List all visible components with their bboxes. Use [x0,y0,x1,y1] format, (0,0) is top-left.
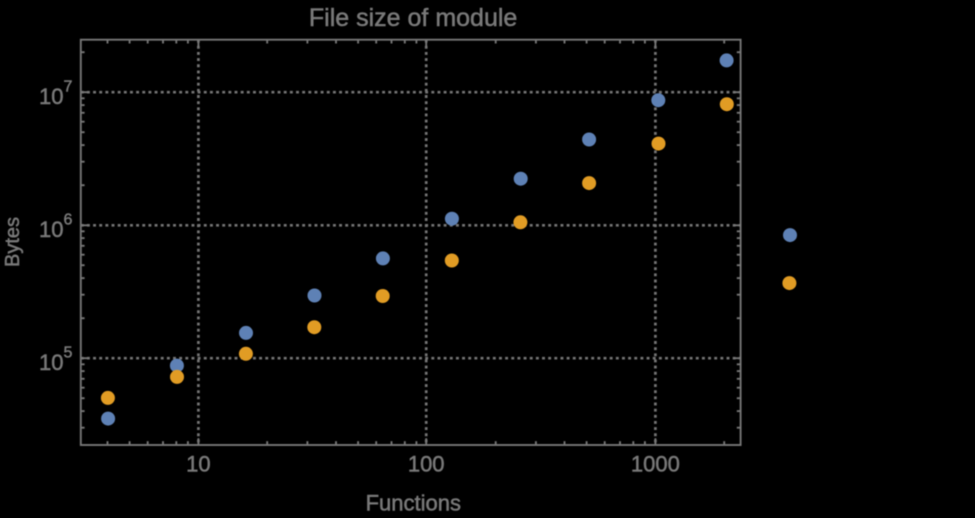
svg-text:Bytes: Bytes [2,217,24,267]
svg-text:7: 7 [64,79,73,96]
svg-text:10: 10 [39,217,63,242]
svg-text:10: 10 [39,84,63,109]
svg-text:10: 10 [39,350,63,375]
svg-text:Functions: Functions [366,491,461,514]
svg-text:1000: 1000 [631,452,680,477]
svg-text:5: 5 [64,345,73,362]
svg-text:100: 100 [408,452,445,477]
svg-text:6: 6 [64,212,73,229]
svg-text:10: 10 [186,452,210,477]
svg-text:File size of module: File size of module [309,4,517,32]
